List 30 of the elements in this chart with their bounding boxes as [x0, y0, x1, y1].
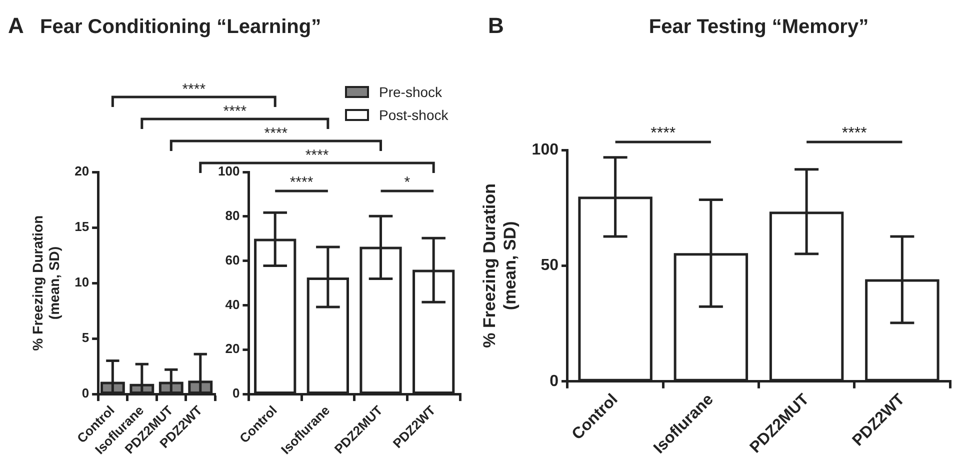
text: ****	[223, 103, 247, 120]
text: ****	[264, 125, 288, 142]
y-tick-label: 10	[74, 274, 90, 290]
y-axis-title: % Freezing Duration (mean, SD)	[480, 184, 520, 348]
text: ****	[182, 81, 206, 98]
legend-label: Pre-shock	[379, 84, 442, 100]
y-tick-label: 60	[225, 252, 240, 268]
text: Post-shock	[379, 107, 448, 123]
y-tick-label: 80	[225, 208, 240, 223]
y-tick-label: 0	[232, 386, 240, 401]
text: A	[8, 13, 24, 38]
y-tick-label: 20	[225, 341, 240, 356]
y-tick-label: 5	[82, 330, 90, 346]
y-tick-label: 50	[540, 257, 559, 274]
chart-title: Fear Testing “Memory”	[648, 16, 869, 38]
text: B	[488, 13, 504, 38]
text: ****	[305, 147, 329, 164]
chart-title: Fear Conditioning “Learning”	[40, 16, 322, 38]
y-tick-label: 15	[74, 219, 90, 234]
y-tick-label: 0	[550, 372, 559, 390]
text: ****	[650, 125, 676, 142]
annotation: *	[404, 174, 410, 191]
y-tick-label: 100	[532, 141, 559, 158]
text: ****	[842, 125, 867, 142]
annotation: ****	[290, 174, 314, 191]
y-axis-title: % Freezing Duration (mean, SD)	[29, 215, 62, 351]
y-tick-label: 100	[218, 164, 240, 179]
y-tick-label: 0	[82, 386, 90, 401]
y-tick-label: 20	[74, 164, 90, 179]
y-tick-label: 40	[225, 296, 240, 312]
